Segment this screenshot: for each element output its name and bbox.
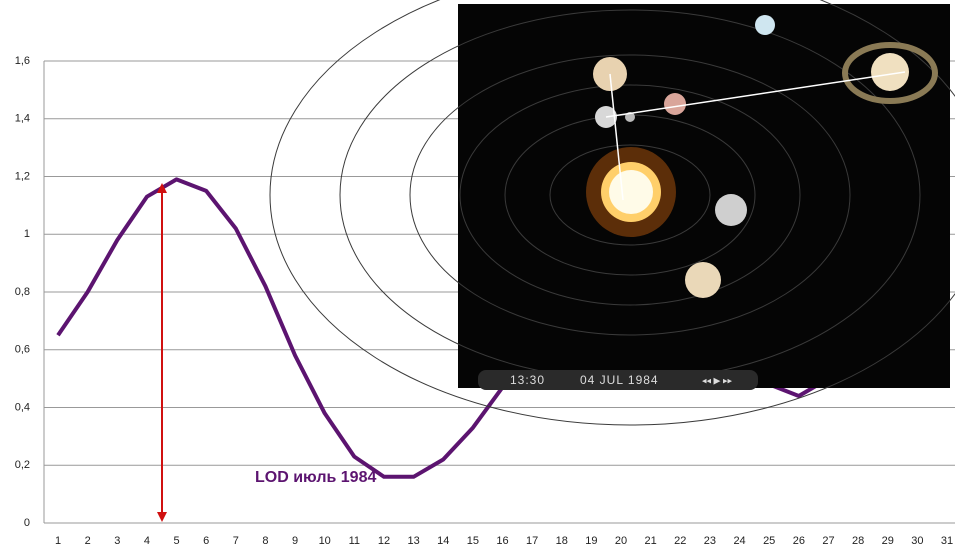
solar-system-inset: 13:30 04 JUL 1984 ◂◂ ▶ ▸▸	[269, 0, 955, 426]
x-tick-label: 2	[85, 535, 91, 547]
alignment-lines	[605, 71, 906, 201]
x-tick-label: 5	[173, 535, 179, 547]
y-tick-label: 0,8	[15, 286, 30, 298]
x-tick-label: 19	[585, 535, 597, 547]
amplitude-arrow	[157, 183, 167, 522]
inset-background	[458, 4, 950, 388]
x-tick-label: 21	[645, 535, 657, 547]
x-tick-label: 20	[615, 535, 627, 547]
x-tick-label: 14	[437, 535, 449, 547]
y-tick-label: 0,4	[15, 401, 30, 413]
x-tick-label: 15	[467, 535, 479, 547]
y-tick-label: 0,6	[15, 344, 30, 356]
x-tick-label: 3	[114, 535, 120, 547]
x-tick-label: 18	[556, 535, 568, 547]
playback-controls[interactable]: ◂◂ ▶ ▸▸	[702, 375, 732, 385]
x-tick-label: 6	[203, 535, 209, 547]
y-tick-label: 0	[24, 517, 30, 529]
x-tick-label: 16	[496, 535, 508, 547]
inset-date: 04 JUL 1984	[580, 373, 659, 387]
y-tick-label: 1,6	[15, 55, 30, 67]
x-tick-label: 7	[233, 535, 239, 547]
time-bar	[478, 370, 758, 390]
y-tick-label: 1,2	[15, 170, 30, 182]
x-tick-label: 28	[852, 535, 864, 547]
x-tick-label: 9	[292, 535, 298, 547]
x-tick-label: 22	[674, 535, 686, 547]
x-tick-label: 23	[704, 535, 716, 547]
x-tick-label: 13	[407, 535, 419, 547]
y-tick-label: 1,4	[15, 113, 30, 125]
x-tick-label: 27	[822, 535, 834, 547]
inset-time: 13:30	[510, 373, 545, 387]
x-tick-label: 31	[941, 535, 953, 547]
annotation: LOD июль 1984	[255, 469, 376, 486]
x-tick-label: 30	[911, 535, 923, 547]
x-tick-label: 1	[55, 535, 61, 547]
x-tick-label: 26	[793, 535, 805, 547]
y-tick-label: 0,2	[15, 459, 30, 471]
x-tick-label: 12	[378, 535, 390, 547]
x-tick-label: 10	[319, 535, 331, 547]
x-tick-label: 25	[763, 535, 775, 547]
x-tick-label: 8	[262, 535, 268, 547]
x-tick-label: 11	[349, 535, 360, 547]
x-tick-label: 24	[733, 535, 745, 547]
y-tick-label: 1	[24, 228, 30, 240]
x-tick-label: 17	[526, 535, 538, 547]
x-tick-label: 29	[882, 535, 894, 547]
x-tick-label: 4	[144, 535, 150, 547]
